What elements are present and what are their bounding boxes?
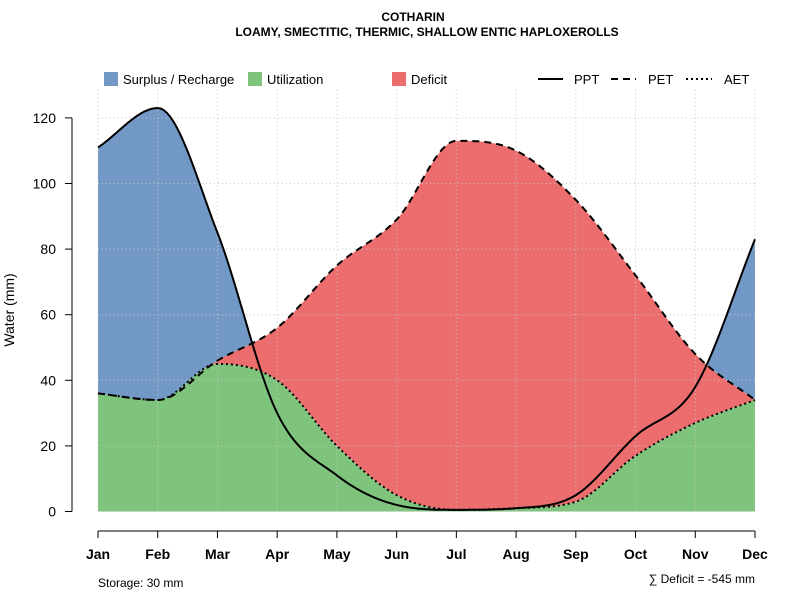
legend-swatch-deficit [392,72,406,86]
grid [97,90,756,512]
legend-label-pet: PET [648,72,673,87]
storage-note: Storage: 30 mm [98,576,183,590]
y-tick-label-40: 40 [40,372,56,388]
legend-label-utilization: Utilization [267,72,323,87]
x-tick-label-nov: Nov [682,546,709,562]
y-tick-label-0: 0 [48,504,56,520]
y-axis-label: Water (mm) [1,273,17,346]
x-tick-label-dec: Dec [742,546,768,562]
y-tick-label-100: 100 [33,176,57,192]
series-line-pet [97,139,756,401]
chart-title: COTHARIN [381,10,444,24]
series-line-aet [97,362,756,511]
surplus-area-1 [98,108,252,400]
legend-label-surplus: Surplus / Recharge [123,72,234,87]
x-tick-label-sep: Sep [563,546,589,562]
deficit-note: ∑ Deficit = -545 mm [649,572,755,586]
legend-swatch-utilization [248,72,262,86]
legend-swatch-surplus [104,72,118,86]
legend-label-deficit: Deficit [411,72,448,87]
legend: Surplus / Recharge Utilization Deficit P… [104,72,749,87]
x-tick-label-feb: Feb [145,546,170,562]
x-tick-label-mar: Mar [205,546,230,562]
chart-subtitle: LOAMY, SMECTITIC, THERMIC, SHALLOW ENTIC… [235,25,618,39]
x-tick-label-may: May [323,546,350,562]
x-tick-label-jun: Jun [384,546,409,562]
x-tick-label-jul: Jul [446,546,466,562]
legend-label-aet: AET [724,72,749,87]
x-tick-label-oct: Oct [624,546,648,562]
x-tick-label-apr: Apr [265,546,290,562]
y-tick-label-20: 20 [40,438,56,454]
axes: 0 20 40 60 80 100 120 Jan Feb Mar Apr May Jun Jul Aug S… [33,110,768,562]
x-tick-label-aug: Aug [502,546,529,562]
x-tick-label-jan: Jan [86,546,110,562]
deficit-area [98,140,755,510]
surplus-area-2 [707,239,755,400]
y-tick-label-60: 60 [40,307,56,323]
legend-label-ppt: PPT [574,72,599,87]
y-tick-label-80: 80 [40,241,56,257]
plot-fills [98,108,755,512]
utilization-area [98,363,755,512]
series-lines [97,107,756,511]
series-line-ppt [97,107,756,511]
y-tick-label-120: 120 [33,110,57,126]
